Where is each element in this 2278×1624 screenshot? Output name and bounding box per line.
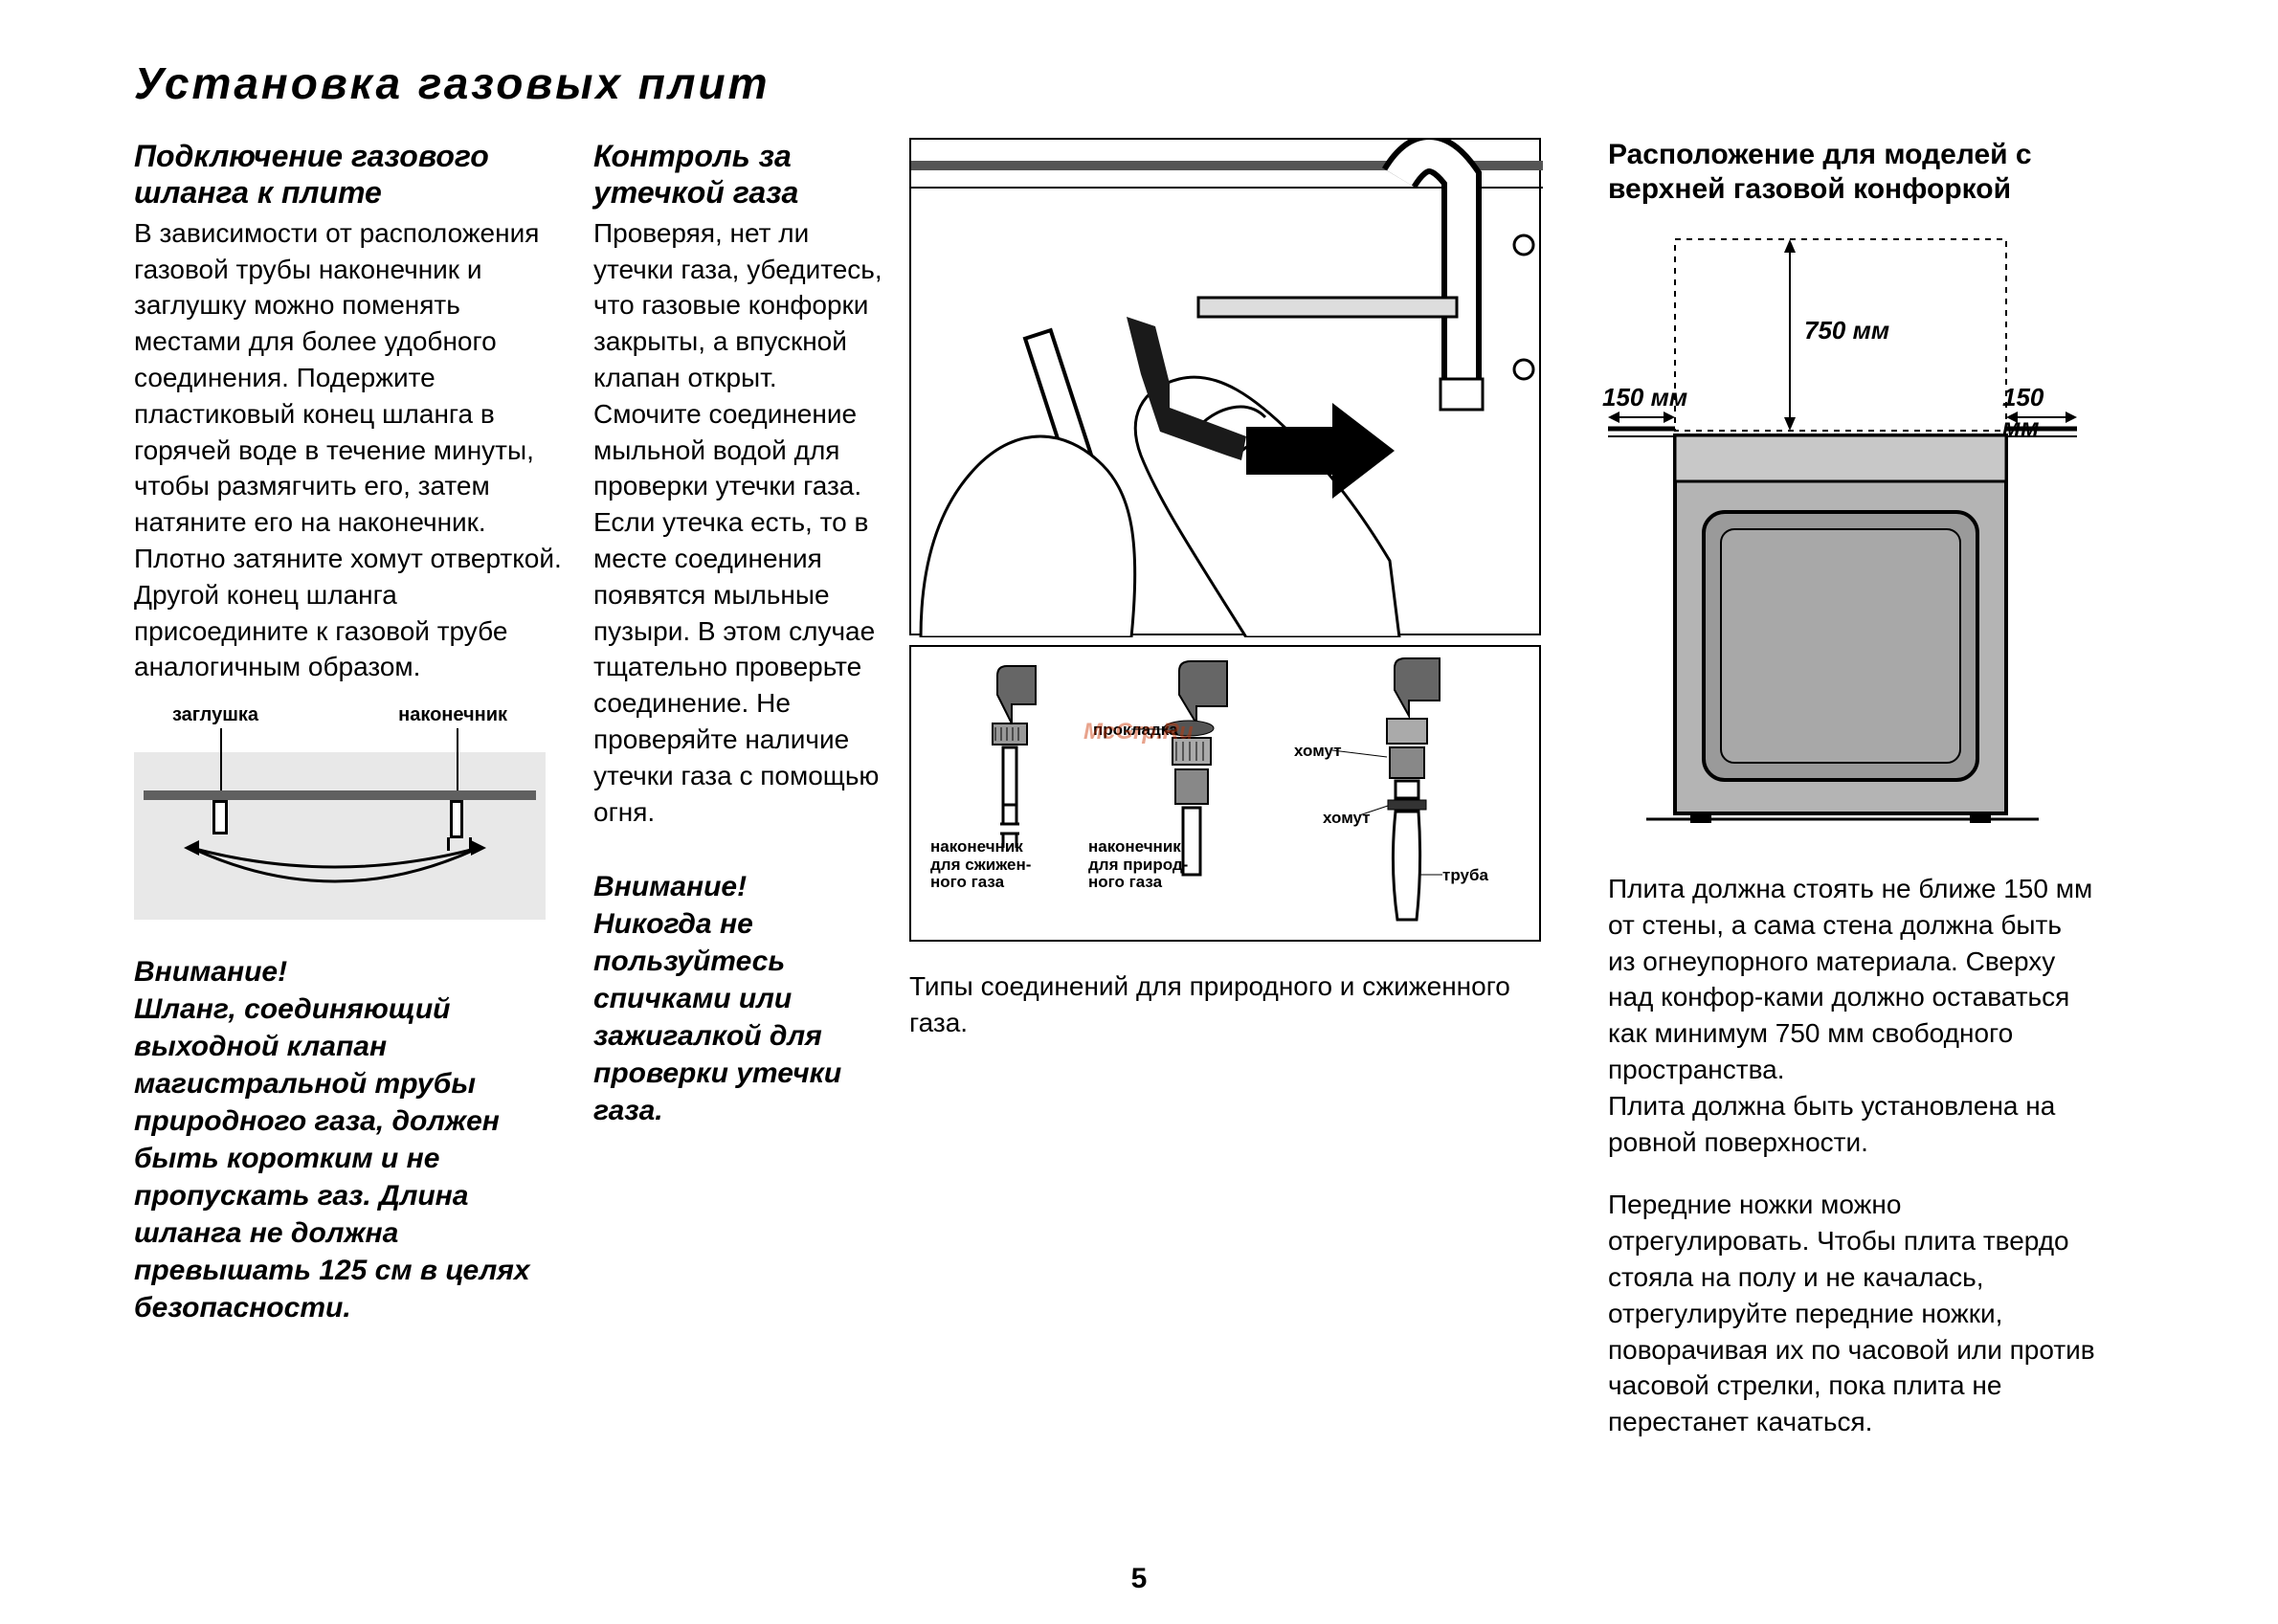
col4-body1: Плита должна стоять не ближе 150 мм от с…: [1608, 871, 2096, 1088]
hose-label-right: наконечник: [398, 704, 507, 726]
plug-icon: [212, 800, 228, 834]
page-title: Установка газовых плит: [134, 57, 2144, 109]
column-3: наконечник для сжижен-ного газа наконечн…: [909, 138, 1560, 1440]
hose-label-left: заглушка: [172, 704, 258, 726]
col2-body: Проверяя, нет ли утечки газа, убедитесь,…: [593, 215, 890, 831]
column-1: Подключение газового шланга к плите В за…: [134, 138, 574, 1440]
dim-750: 750 мм: [1804, 316, 1889, 345]
swap-arrow-icon: [182, 838, 488, 905]
dim-150-right: 150 мм: [2002, 383, 2077, 442]
col1-warning-title: Внимание!: [134, 953, 574, 990]
hose-tick-left: [220, 728, 222, 790]
page-number: 5: [1131, 1563, 1148, 1595]
fittings-illustration: наконечник для сжижен-ного газа наконечн…: [909, 645, 1541, 942]
fittings-caption: Типы соединений для природного и сжиженн…: [909, 968, 1560, 1041]
col1-heading: Подключение газового шланга к плите: [134, 138, 574, 211]
col4-heading: Расположение для моделей с верхней газов…: [1608, 138, 2096, 207]
hose-diagram: заглушка наконечник: [134, 704, 546, 924]
col4-body2: Плита должна быть установлена на ровной …: [1608, 1088, 2096, 1161]
col2-heading: Контроль за утечкой газа: [593, 138, 890, 211]
column-2: Контроль за утечкой газа Проверяя, нет л…: [593, 138, 890, 1440]
col2-warning-body: Никогда не пользуйтесь спичками или зажи…: [593, 905, 890, 1129]
col2-warning-title: Внимание!: [593, 868, 890, 905]
placement-diagram: 750 мм 150 мм 150 мм: [1608, 230, 2077, 842]
dim-150-left: 150 мм: [1602, 383, 1687, 412]
content-grid: Подключение газового шланга к плите В за…: [134, 138, 2144, 1440]
hose-connection-illustration: [909, 138, 1541, 635]
hose-tick-right: [457, 728, 458, 790]
col1-body: В зависимости от расположения газовой тр…: [134, 215, 574, 685]
tip-icon: [450, 800, 463, 838]
col1-warning-body: Шланг, соединяющий выходной клапан магис…: [134, 990, 574, 1326]
hose-bar: [144, 790, 536, 800]
column-4: Расположение для моделей с верхней газов…: [1608, 138, 2096, 1440]
col4-body3: Передние ножки можно отрегулировать. Что…: [1608, 1187, 2096, 1440]
